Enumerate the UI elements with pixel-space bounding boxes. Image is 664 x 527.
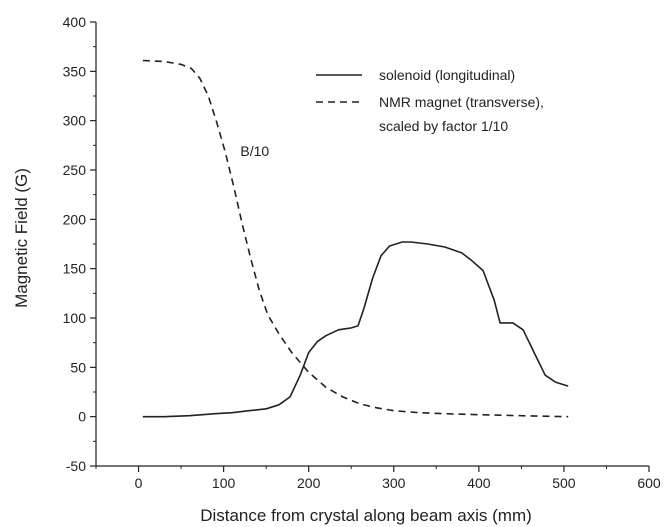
series-line-solenoid [142, 241, 569, 418]
y-tick-label: 50 [70, 359, 86, 375]
x-axis-title: Distance from crystal along beam axis (m… [200, 506, 532, 525]
y-tick-label: 250 [63, 162, 87, 178]
series-line-nmr [142, 59, 569, 418]
legend-label-nmr-line2: scaled by factor 1/10 [379, 118, 508, 134]
x-tick-label: 500 [552, 475, 576, 491]
y-tick-label: 100 [63, 310, 87, 326]
y-tick-label: 350 [63, 63, 87, 79]
legend: solenoid (longitudinal) NMR magnet (tran… [316, 67, 544, 134]
y-tick-label: 150 [63, 261, 87, 277]
y-tick-label: 300 [63, 113, 87, 129]
x-tick-label: 600 [637, 475, 661, 491]
x-tick-label: 300 [382, 475, 406, 491]
legend-label-nmr-line1: NMR magnet (transverse), [379, 94, 544, 110]
legend-label-solenoid: solenoid (longitudinal) [379, 67, 515, 83]
x-tick-label: 100 [212, 475, 236, 491]
y-axis-title: Magnetic Field (G) [12, 168, 31, 308]
y-tick-label: 400 [63, 14, 87, 30]
y-axis-ticks: -50 0 50 100 150 200 250 300 350 400 [63, 14, 96, 474]
x-tick-label: 0 [135, 475, 143, 491]
annotation-layer: B/10 [240, 143, 269, 159]
y-tick-label: 200 [63, 211, 87, 227]
plot-area: 0 100 200 300 400 500 600 -50 0 50 100 150 200 250 30… [63, 14, 661, 491]
x-tick-label: 400 [467, 475, 491, 491]
annotation-b10: B/10 [240, 143, 269, 159]
y-tick-label: -50 [66, 458, 86, 474]
y-tick-label: 0 [78, 409, 86, 425]
x-tick-label: 200 [297, 475, 321, 491]
series-layer [142, 59, 569, 418]
x-axis-ticks: 0 100 200 300 400 500 600 [95, 466, 661, 491]
